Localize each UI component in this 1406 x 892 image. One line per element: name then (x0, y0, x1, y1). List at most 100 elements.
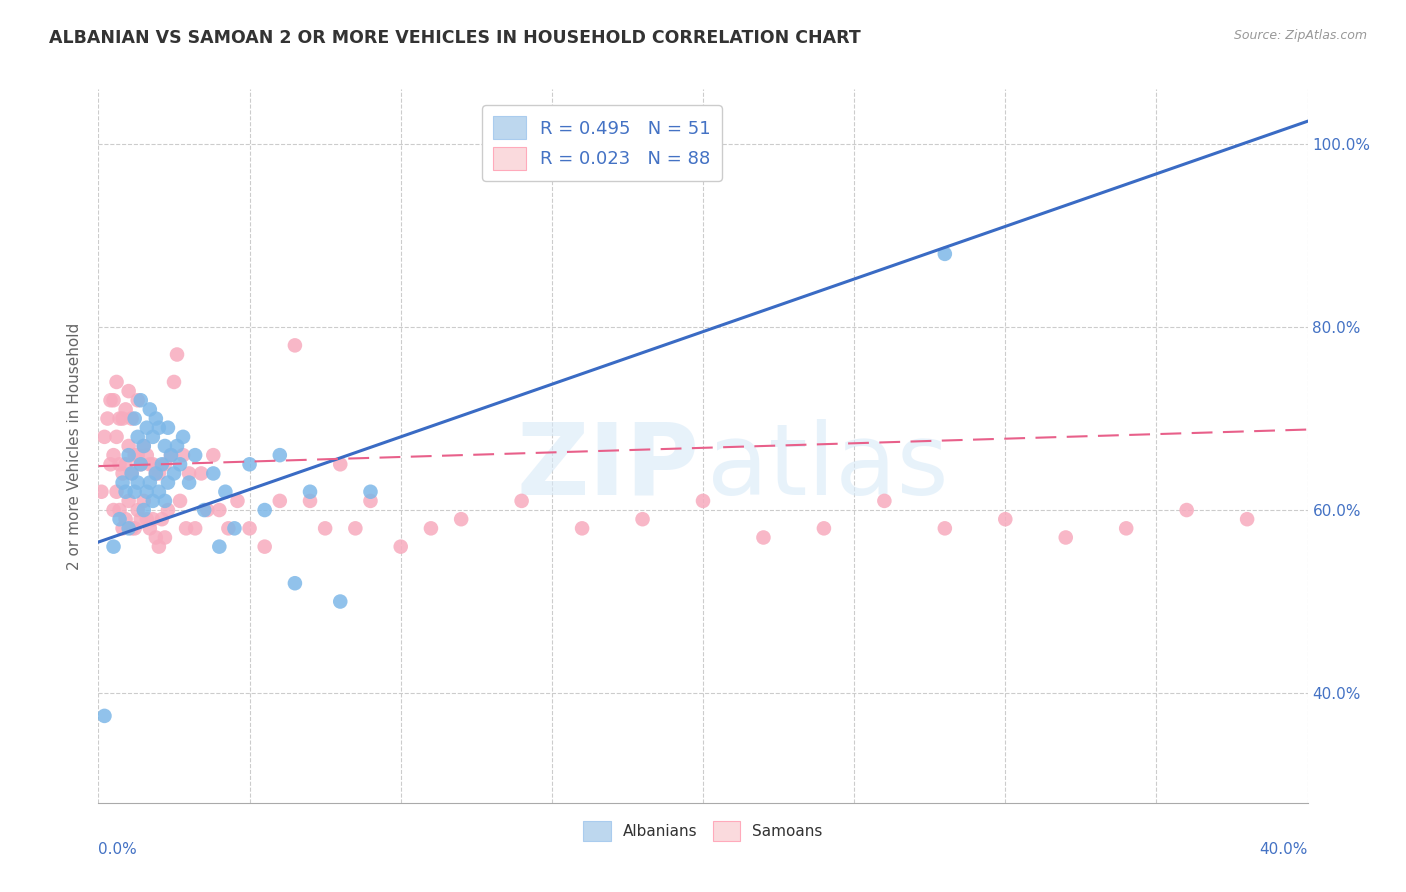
Point (114, 458, 136, 472)
Point (145, 467, 167, 481)
Point (135, 448, 157, 462)
Point (127, 448, 149, 462)
Point (202, 448, 225, 462)
Point (108, 458, 131, 472)
Point (135, 484, 157, 499)
Point (179, 467, 201, 481)
Point (118, 448, 141, 462)
Y-axis label: 2 or more Vehicles in Household: 2 or more Vehicles in Household (67, 322, 83, 570)
Point (148, 420, 170, 434)
Text: Source: ZipAtlas.com: Source: ZipAtlas.com (1233, 29, 1367, 42)
Point (124, 521, 146, 535)
Point (239, 458, 262, 472)
Point (105, 430, 128, 444)
Point (139, 458, 162, 472)
Point (90, 484, 112, 499)
Point (360, 484, 382, 499)
Point (631, 512, 654, 526)
Point (108, 411, 131, 425)
Point (193, 503, 215, 517)
Point (129, 393, 152, 408)
Point (224, 521, 246, 535)
Point (692, 494, 714, 508)
Point (127, 430, 149, 444)
Point (121, 411, 143, 425)
Point (208, 503, 231, 517)
Point (752, 531, 775, 545)
Point (132, 439, 155, 453)
Text: atlas: atlas (707, 419, 948, 516)
Point (148, 484, 170, 499)
Point (129, 512, 152, 526)
Point (153, 531, 176, 545)
Point (121, 521, 143, 535)
Point (135, 420, 157, 434)
Point (156, 420, 179, 434)
Point (132, 503, 155, 517)
Point (153, 439, 176, 453)
Point (121, 467, 143, 481)
Point (172, 430, 194, 444)
Point (195, 503, 218, 517)
Point (114, 402, 136, 417)
Point (108, 512, 131, 526)
Point (103, 393, 125, 408)
Point (96, 411, 118, 425)
Legend: Albanians, Samoans: Albanians, Samoans (575, 814, 831, 848)
Point (160, 448, 183, 462)
Point (156, 503, 179, 517)
Point (148, 540, 170, 554)
Point (253, 540, 276, 554)
Point (111, 521, 134, 535)
Point (284, 576, 307, 591)
Point (873, 494, 896, 508)
Point (124, 411, 146, 425)
Point (1054, 531, 1077, 545)
Point (103, 540, 125, 554)
Point (118, 494, 141, 508)
Point (105, 484, 128, 499)
Point (150, 458, 173, 472)
Point (93, 709, 115, 723)
Point (135, 512, 157, 526)
Point (100, 393, 122, 408)
Point (142, 458, 165, 472)
Point (111, 411, 134, 425)
Point (142, 494, 165, 508)
Point (1115, 521, 1137, 535)
Point (450, 512, 472, 526)
Point (127, 503, 149, 517)
Point (93, 430, 115, 444)
Point (153, 458, 176, 472)
Point (127, 475, 149, 490)
Point (118, 521, 141, 535)
Point (360, 494, 382, 508)
Point (118, 439, 141, 453)
Point (169, 458, 191, 472)
Point (142, 512, 165, 526)
Point (156, 475, 179, 490)
Point (934, 521, 956, 535)
Point (145, 531, 167, 545)
Point (166, 347, 188, 361)
Point (1236, 512, 1258, 526)
Point (299, 494, 322, 508)
Point (179, 475, 201, 490)
Point (174, 521, 197, 535)
Text: 0.0%: 0.0% (98, 842, 138, 856)
Point (299, 484, 322, 499)
Point (269, 448, 291, 462)
Point (163, 467, 186, 481)
Point (139, 402, 162, 417)
Point (166, 439, 188, 453)
Point (105, 375, 128, 389)
Text: ZIP: ZIP (516, 419, 699, 516)
Point (571, 521, 593, 535)
Point (114, 512, 136, 526)
Point (344, 521, 367, 535)
Point (329, 458, 352, 472)
Point (148, 467, 170, 481)
Point (420, 521, 443, 535)
Point (139, 521, 162, 535)
Point (111, 475, 134, 490)
